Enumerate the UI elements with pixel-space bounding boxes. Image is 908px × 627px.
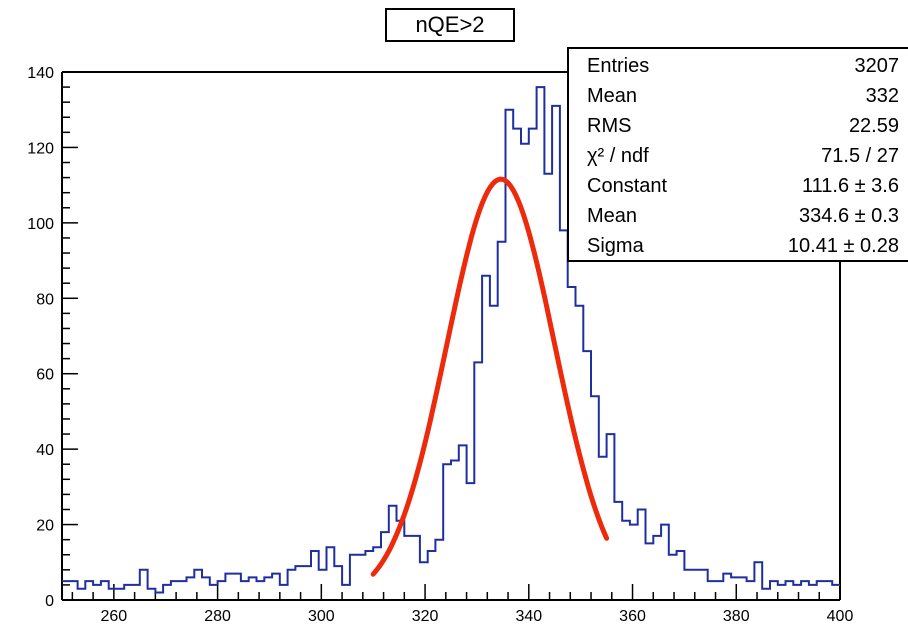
stat-label: Mean xyxy=(587,205,638,227)
stat-row-chi2: χ² / ndf 71.5 / 27 xyxy=(587,141,899,171)
x-tick-label: 400 xyxy=(827,608,854,625)
stat-label: Mean xyxy=(587,85,638,107)
stat-row-mean: Mean 332 xyxy=(587,81,899,111)
y-tick-label: 40 xyxy=(36,442,54,459)
chart-title: nQE>2 xyxy=(385,8,515,42)
y-tick-label: 0 xyxy=(45,593,54,610)
stat-value: 334.6 ± 0.3 xyxy=(799,205,899,227)
gaussian-fit-curve xyxy=(370,176,610,577)
tick-labels: 260 280 300 320 340 360 380 400 0 20 40 60 80 100 120 1… xyxy=(27,65,853,625)
axis-ticks xyxy=(62,71,841,601)
plot-frame xyxy=(61,71,841,601)
stat-label: Sigma xyxy=(587,235,644,257)
stats-box: Entries 3207 Mean 332 RMS 22.59 χ² / ndf… xyxy=(567,47,908,262)
y-tick-label: 20 xyxy=(36,518,54,535)
stat-row-constant: Constant 111.6 ± 3.6 xyxy=(587,171,899,201)
stat-row-entries: Entries 3207 xyxy=(587,51,899,81)
stat-label: χ² / ndf xyxy=(587,145,649,167)
gaussian-fit-series xyxy=(370,176,610,577)
histogram-series xyxy=(62,86,840,594)
stat-value: 111.6 ± 3.6 xyxy=(802,175,899,197)
stat-value: 10.41 ± 0.28 xyxy=(787,235,899,257)
y-tick-label: 80 xyxy=(36,291,54,308)
y-tick-label: 60 xyxy=(36,367,54,384)
x-tick-label: 380 xyxy=(723,608,750,625)
stat-label: RMS xyxy=(587,115,632,137)
x-tick-label: 360 xyxy=(619,608,646,625)
stat-value: 3207 xyxy=(854,55,900,77)
stat-value: 71.5 / 27 xyxy=(821,145,899,167)
x-tick-label: 280 xyxy=(204,608,231,625)
stat-value: 22.59 xyxy=(848,115,899,137)
histogram-line xyxy=(62,86,840,594)
y-tick-label: 120 xyxy=(27,140,54,157)
x-tick-label: 300 xyxy=(308,608,335,625)
x-tick-label: 320 xyxy=(412,608,439,625)
stat-label: Entries xyxy=(587,55,650,77)
stat-row-sigma: Sigma 10.41 ± 0.28 xyxy=(587,231,899,261)
stat-label: Constant xyxy=(587,175,668,197)
y-tick-label: 140 xyxy=(27,65,54,82)
x-tick-label: 340 xyxy=(515,608,542,625)
stat-row-rms: RMS 22.59 xyxy=(587,111,899,141)
x-tick-label: 260 xyxy=(101,608,128,625)
y-tick-label: 100 xyxy=(27,216,54,233)
stat-row-fit-mean: Mean 334.6 ± 0.3 xyxy=(587,201,899,231)
stat-value: 332 xyxy=(865,85,899,107)
